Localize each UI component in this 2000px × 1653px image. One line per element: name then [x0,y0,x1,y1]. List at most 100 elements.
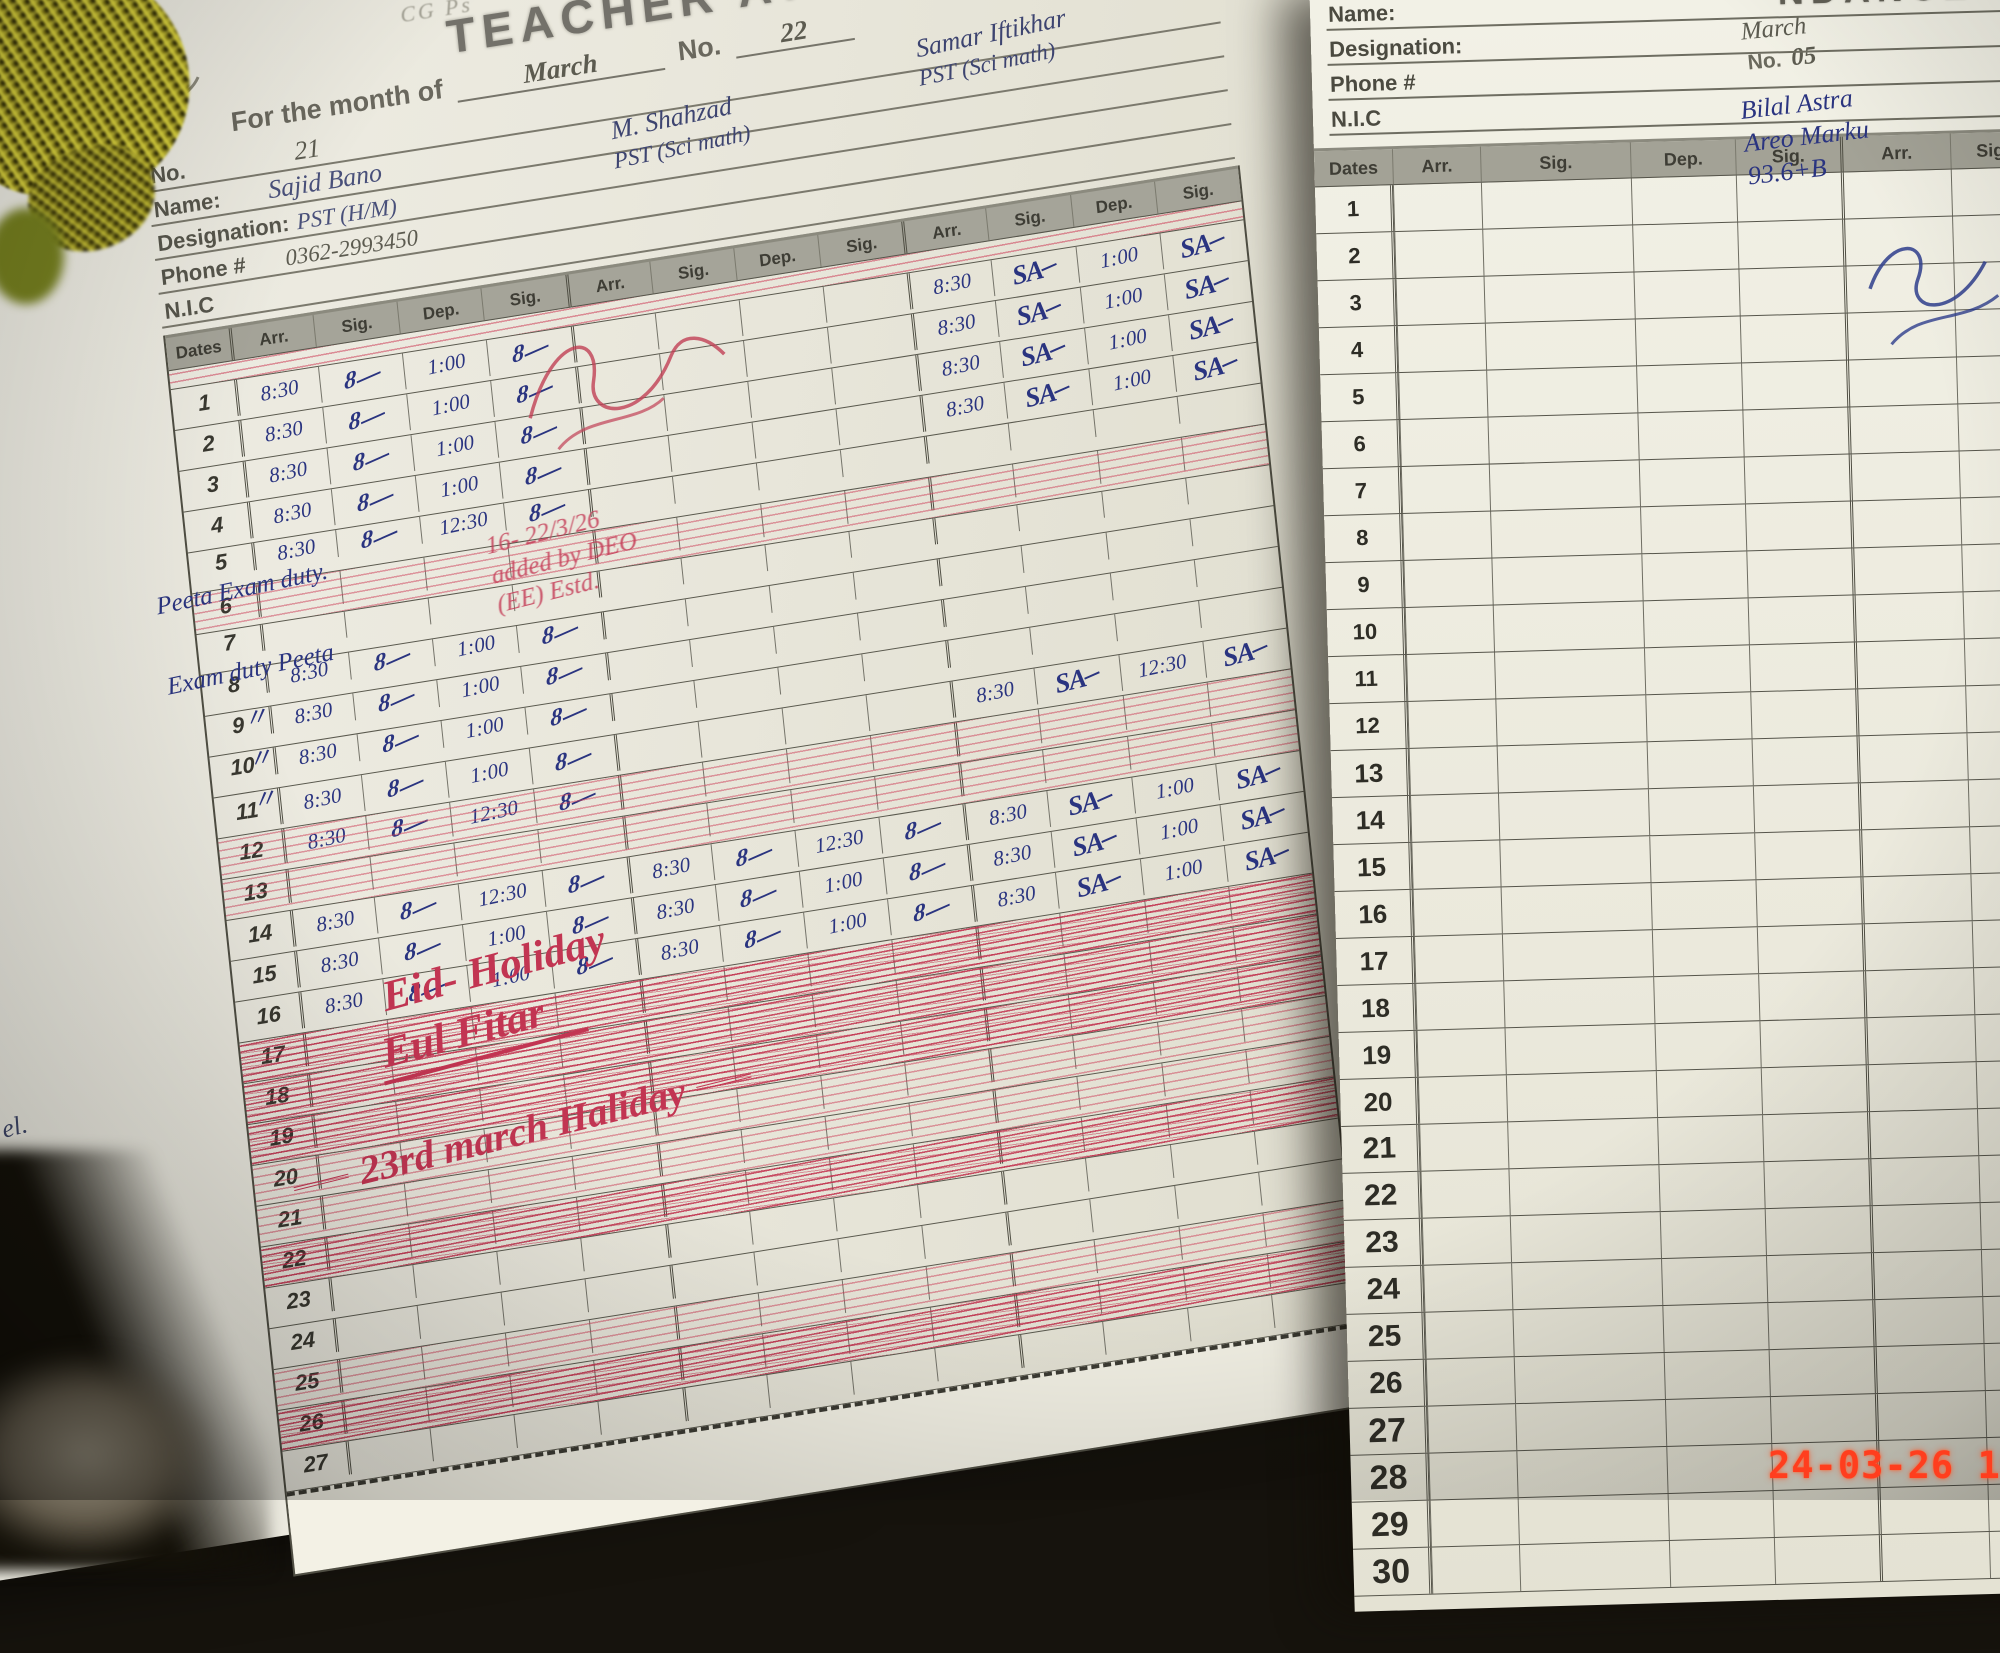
sig-cell [1760,1065,1867,1115]
sig-cell-next-group [1969,824,2000,874]
arr-cell-next-group [1861,921,1974,971]
signature: 8 [391,807,428,845]
arrival-time: 8:30 [659,933,701,966]
departure-time: 1:00 [459,670,502,703]
signature: 8 [400,890,437,928]
signature: 8 [559,780,596,818]
signature-sa: SA [1053,659,1105,701]
teacher1-no: 21 [292,132,322,166]
arr-cell [1407,699,1497,748]
sig-cell [1750,689,1857,739]
departure-time: 1:00 [1107,323,1149,355]
sig-cell-next-group [1974,1012,2000,1062]
signature-sa: SA [1070,822,1122,864]
sig-cell [1483,272,1635,323]
arrival-time: 8:30 [974,676,1016,709]
arr-cell [1413,934,1504,983]
date-cell: 5 [1320,373,1400,422]
arr-cell [1392,182,1483,232]
date-cell: 15 [1333,842,1413,892]
arrival-time: 8:30 [292,697,334,729]
date-cell: 26 [1347,1359,1428,1408]
sig-cell [1518,1540,1671,1592]
sig-cell [1769,1394,1877,1444]
departure-time: 1:00 [1098,241,1141,274]
arrival-time: 8:30 [935,308,978,341]
departure-time: 1:00 [826,907,869,939]
sig-cell [1767,1300,1874,1350]
arr-cell-next-group [1857,780,1970,830]
date-cell: 27 [1349,1406,1429,1455]
signature: 8 [353,440,390,478]
sig-cell [1744,501,1852,551]
sig-cell [1505,1071,1658,1122]
sig-cell [1756,924,1864,974]
sig-cell [1480,178,1633,229]
sig-cell [1497,789,1650,840]
sig-cell [1516,1447,1668,1498]
arr-cell [1415,981,1505,1030]
arr-cell [1406,652,1496,701]
sig-cell [1488,460,1641,511]
col-sig: Sig. [1479,142,1631,182]
arr-cell [1411,840,1501,889]
sig-cell [1747,595,1854,645]
arr-cell-next-group [1865,1062,1977,1112]
arr-cell [1408,746,1498,795]
sig-cell [1768,1347,1875,1397]
dep-cell [1647,786,1755,836]
date-cell: 9 [1325,560,1405,610]
teacher-handwriting: Bilal Astra Areo Marku 93.6+B [1738,83,1871,191]
sig-cell [1511,1259,1663,1310]
arr-cell [1416,1028,1506,1077]
dep-cell [1663,1350,1770,1400]
arrival-time: 8:30 [650,852,693,884]
sig-cell [1742,407,1849,457]
arr-cell [1400,464,1491,514]
departure-time: 1:00 [438,470,481,503]
date-cell: 6 [1321,420,1401,469]
arr-cell-next-group [1868,1156,1980,1206]
duty-note: Peeta Exam duty. [154,557,330,621]
sig-cell [1492,601,1644,652]
sig-cell [1513,1353,1665,1404]
signature: 8 [741,877,778,915]
arr-cell-next-group [1870,1250,1983,1300]
arr-cell-next-group [1851,545,1963,595]
dep-cell [1640,504,1747,554]
dep-cell [1637,410,1744,460]
duty-note: 〃 [250,784,279,816]
signature-scribble-red [528,336,726,451]
signature: 8 [344,359,381,397]
sig-cell-next-group [1976,1106,2000,1156]
sig-cell-next-group [1959,496,2000,545]
date-cell: 23 [1343,1218,1424,1267]
sig-cell [1743,454,1850,504]
departure-time: 1:00 [822,866,864,899]
sig-cell [1773,1535,1881,1585]
arr-cell-next-group [1855,686,1967,736]
date-cell: 20 [1339,1077,1420,1126]
signature: 8 [387,767,424,805]
signature: 8 [913,891,950,929]
sig-cell-next-group [1983,1341,2000,1391]
dep-cell [1654,1021,1761,1071]
arrival-time: 8:30 [305,822,348,855]
departure-time: 1:00 [463,711,506,744]
arr-cell [1424,1310,1514,1359]
departure-time: 1:00 [434,429,476,462]
departure-time: 12:30 [467,795,520,830]
arr-cell [1398,370,1488,420]
dep-cell [1658,1162,1765,1212]
sig-cell-next-group [1984,1388,2000,1438]
date-cell: 7 [1322,467,1403,516]
sig-cell [1490,507,1642,558]
signature-sa: SA [1221,632,1273,674]
arr-cell [1395,276,1485,326]
date-cell: 28 [1350,1453,1430,1502]
sig-cell-next-group [1950,167,2000,216]
signature-sa: SA [1242,836,1294,878]
sig-cell [1494,648,1646,699]
arrival-time: 8:30 [271,497,313,529]
departure-time: 12:30 [1136,648,1189,683]
